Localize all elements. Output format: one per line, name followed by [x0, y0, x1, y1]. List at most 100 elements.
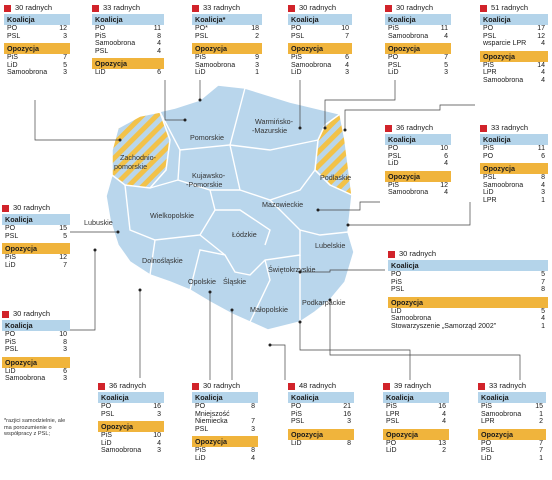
seats-header: 33 radnych: [192, 2, 262, 14]
party-name: wsparcie LPR: [483, 40, 527, 48]
seats-header: 36 radnych: [98, 380, 164, 392]
seats-count: 30 radnych: [15, 3, 53, 13]
party-name: PO*: [195, 25, 208, 32]
opposition-row: PO 7: [478, 440, 546, 448]
coalition-row: PiS 16: [383, 403, 449, 411]
opposition-heading: Opozycja: [2, 356, 70, 368]
party-seats: 6: [444, 152, 448, 160]
party-seats: 4: [442, 410, 446, 418]
party-name: PiS: [483, 145, 494, 152]
party-seats: 11: [440, 25, 448, 32]
opposition-row: LiD 7: [2, 262, 70, 270]
coalition-row: PiS 8: [2, 339, 70, 347]
opposition-row: LiD 5: [388, 308, 548, 316]
party-seats: 8: [251, 447, 255, 455]
opposition-row: Stowarzyszenie „Samorząd 2002” 1: [388, 323, 548, 331]
party-seats: 8: [541, 286, 545, 294]
coalition-heading: Koalicja: [288, 392, 354, 403]
party-seats: 21: [343, 403, 351, 410]
party-seats: 4: [157, 47, 161, 55]
party-seats: 11: [537, 145, 545, 152]
seats-count: 36 radnych: [396, 123, 434, 133]
party-name: PSL: [7, 32, 21, 40]
opposition-row: LiD 3: [480, 189, 548, 197]
label-wielkopolskie: Wielkopolskie: [150, 211, 194, 220]
coalition-row: PiS 11: [480, 145, 548, 153]
coalition-row: PSL 6: [385, 153, 451, 161]
opposition-heading: Opozycja: [385, 43, 451, 55]
party-name: PO: [481, 439, 492, 447]
party-name: LiD: [5, 367, 16, 375]
opposition-heading: Opozycja: [2, 243, 70, 255]
party-seats: 5: [63, 232, 67, 240]
opposition-heading: Opozycja: [385, 170, 451, 182]
party-name: PO: [5, 225, 16, 232]
party-name: PiS: [388, 181, 399, 189]
coalition-heading: Koalicja: [2, 320, 70, 331]
region-borders: [124, 87, 349, 323]
party-name: LiD: [386, 447, 397, 455]
council-box-lubelskie: 33 radnych Koalicja PiS 11 PO 6 Opozycja PSL 8 Sa…: [480, 122, 548, 205]
party-seats: 17: [537, 25, 545, 32]
coalition-row: PO 12: [4, 25, 70, 33]
party-name: PSL: [388, 61, 402, 69]
opposition-heading: Opozycja: [480, 163, 548, 175]
coalition-row: PiS 11: [385, 25, 451, 33]
seats-header: 30 radnych: [192, 380, 258, 392]
party-seats: 4: [541, 40, 545, 48]
council-box-lubuskie: 30 radnych Koalicja PO 15 PSL 5 Opozycja PiS 12 L…: [2, 202, 70, 269]
label-lubuskie: Lubuskie: [84, 218, 113, 227]
party-name: LiD: [195, 69, 206, 77]
party-seats: 1: [541, 322, 545, 330]
coalition-row: PiS 15: [478, 403, 546, 411]
label-pomorskie: Pomorskie: [190, 133, 224, 142]
label-lodzkie: Łódzkie: [232, 230, 257, 239]
party-name: Samoobrona: [7, 69, 48, 77]
party-seats: 8: [251, 403, 255, 410]
party-name: PO: [101, 403, 112, 410]
coalition-row: Samoobrona 1: [478, 411, 546, 419]
party-seats: 7: [444, 54, 448, 62]
party-seats: 8: [541, 174, 545, 182]
opposition-row: LiD 2: [383, 447, 449, 455]
party-name: PSL: [195, 32, 209, 40]
footnote: *razjici samodzielnie, ale ma porozumien…: [4, 418, 66, 438]
seats-count: 33 radnych: [491, 123, 529, 133]
party-seats: 10: [341, 25, 349, 32]
seats-count: 51 radnych: [491, 3, 529, 13]
council-box-dolnoslaskie: 30 radnych Koalicja PO 10 PiS 8 PSL 3 Opozycja Li…: [2, 308, 70, 383]
party-seats: 7: [251, 418, 255, 426]
coalition-row: LPR 2: [478, 418, 546, 426]
seats-header: 48 radnych: [288, 380, 354, 392]
party-seats: 4: [157, 439, 161, 447]
party-name: LiD: [388, 69, 399, 77]
coalition-row: PO 16: [98, 403, 164, 411]
party-seats: 7: [541, 278, 545, 286]
marker-square-icon: [480, 124, 487, 132]
label-slaskie: Śląskie: [223, 277, 246, 286]
marker-square-icon: [480, 4, 487, 12]
party-seats: 4: [444, 32, 448, 40]
seats-header: 36 radnych: [385, 122, 451, 134]
party-name: PSL: [388, 152, 402, 160]
party-seats: 4: [541, 69, 545, 77]
party-seats: 13: [438, 439, 446, 447]
party-seats: 7: [345, 32, 349, 40]
party-seats: 7: [63, 261, 67, 269]
seats-count: 30 radnych: [13, 203, 51, 213]
opposition-row: PiS 6: [288, 54, 352, 62]
party-name: PO: [5, 331, 16, 338]
coalition-row: PO 11: [92, 25, 164, 33]
opposition-heading: Opozycja: [288, 428, 354, 440]
party-seats: 6: [345, 54, 349, 62]
opposition-heading: Opozycja: [478, 428, 546, 440]
coalition-heading: Koalicja: [4, 14, 70, 25]
party-name: PSL: [481, 447, 495, 455]
coalition-row: PSL 7: [288, 33, 352, 41]
party-name: PO: [483, 152, 494, 160]
opposition-row: PiS 12: [2, 254, 70, 262]
party-name: PiS: [483, 61, 494, 69]
party-seats: 15: [59, 225, 67, 232]
coalition-row: LiD 4: [385, 160, 451, 168]
party-name: Samoobrona: [483, 76, 524, 84]
